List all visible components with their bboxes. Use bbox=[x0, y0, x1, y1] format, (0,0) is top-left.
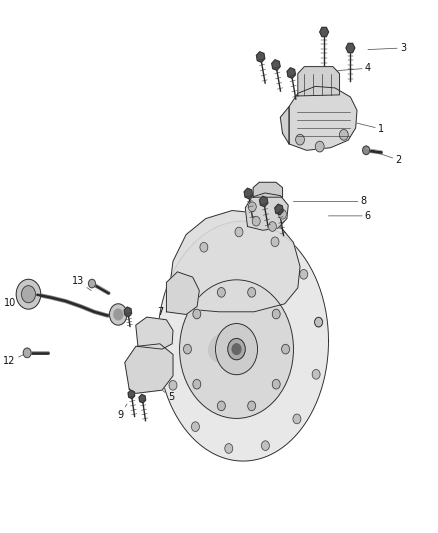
Circle shape bbox=[191, 422, 199, 432]
Circle shape bbox=[252, 216, 260, 226]
Circle shape bbox=[248, 202, 256, 212]
Polygon shape bbox=[256, 52, 265, 62]
Circle shape bbox=[217, 287, 225, 297]
Circle shape bbox=[268, 222, 276, 231]
Text: 1: 1 bbox=[355, 123, 384, 134]
Polygon shape bbox=[346, 43, 355, 53]
Circle shape bbox=[315, 141, 324, 152]
Text: 7: 7 bbox=[158, 306, 169, 317]
Polygon shape bbox=[166, 272, 199, 314]
Circle shape bbox=[215, 324, 258, 375]
Circle shape bbox=[248, 401, 256, 411]
Polygon shape bbox=[320, 27, 328, 37]
Polygon shape bbox=[125, 344, 173, 393]
Ellipse shape bbox=[208, 331, 243, 362]
Text: 4: 4 bbox=[307, 63, 371, 73]
Circle shape bbox=[279, 209, 286, 219]
Circle shape bbox=[184, 344, 191, 354]
Circle shape bbox=[272, 309, 280, 319]
Circle shape bbox=[293, 414, 301, 424]
Text: 11: 11 bbox=[112, 305, 125, 316]
Circle shape bbox=[282, 344, 290, 354]
Circle shape bbox=[193, 309, 201, 319]
Circle shape bbox=[180, 280, 293, 418]
Circle shape bbox=[271, 237, 279, 247]
Circle shape bbox=[314, 317, 322, 327]
Circle shape bbox=[193, 379, 201, 389]
Polygon shape bbox=[253, 182, 283, 197]
Text: 5: 5 bbox=[155, 385, 174, 402]
Polygon shape bbox=[158, 221, 328, 461]
Circle shape bbox=[23, 348, 31, 358]
Polygon shape bbox=[259, 196, 268, 207]
Circle shape bbox=[232, 344, 241, 354]
Text: 3: 3 bbox=[368, 43, 406, 53]
Text: 6: 6 bbox=[328, 211, 371, 221]
Polygon shape bbox=[298, 67, 339, 96]
Text: 9: 9 bbox=[117, 404, 127, 419]
Circle shape bbox=[110, 304, 127, 325]
Polygon shape bbox=[139, 394, 146, 403]
Polygon shape bbox=[128, 390, 135, 399]
Text: 10: 10 bbox=[4, 294, 27, 308]
Polygon shape bbox=[124, 307, 131, 317]
Polygon shape bbox=[136, 317, 173, 349]
Polygon shape bbox=[275, 204, 283, 215]
Text: 12: 12 bbox=[4, 353, 27, 366]
Circle shape bbox=[261, 441, 269, 450]
Circle shape bbox=[300, 270, 307, 279]
Text: 2: 2 bbox=[374, 152, 402, 165]
Circle shape bbox=[174, 279, 182, 289]
Circle shape bbox=[162, 329, 170, 338]
Circle shape bbox=[88, 279, 95, 288]
Text: 13: 13 bbox=[72, 277, 91, 290]
Circle shape bbox=[339, 130, 348, 140]
Polygon shape bbox=[289, 86, 357, 150]
Circle shape bbox=[21, 286, 35, 303]
Circle shape bbox=[314, 317, 322, 327]
Text: 8: 8 bbox=[293, 197, 367, 206]
Circle shape bbox=[114, 309, 123, 320]
Circle shape bbox=[16, 279, 41, 309]
Polygon shape bbox=[287, 68, 296, 78]
Polygon shape bbox=[244, 188, 253, 199]
Circle shape bbox=[363, 146, 370, 155]
Polygon shape bbox=[245, 193, 288, 230]
Polygon shape bbox=[169, 211, 300, 312]
Circle shape bbox=[272, 379, 280, 389]
Circle shape bbox=[200, 243, 208, 252]
Circle shape bbox=[217, 401, 225, 411]
Circle shape bbox=[228, 338, 245, 360]
Circle shape bbox=[235, 227, 243, 237]
Circle shape bbox=[248, 287, 256, 297]
Polygon shape bbox=[280, 107, 289, 144]
Circle shape bbox=[225, 443, 233, 453]
Circle shape bbox=[312, 369, 320, 379]
Circle shape bbox=[296, 134, 304, 145]
Circle shape bbox=[169, 381, 177, 390]
Polygon shape bbox=[272, 60, 280, 70]
